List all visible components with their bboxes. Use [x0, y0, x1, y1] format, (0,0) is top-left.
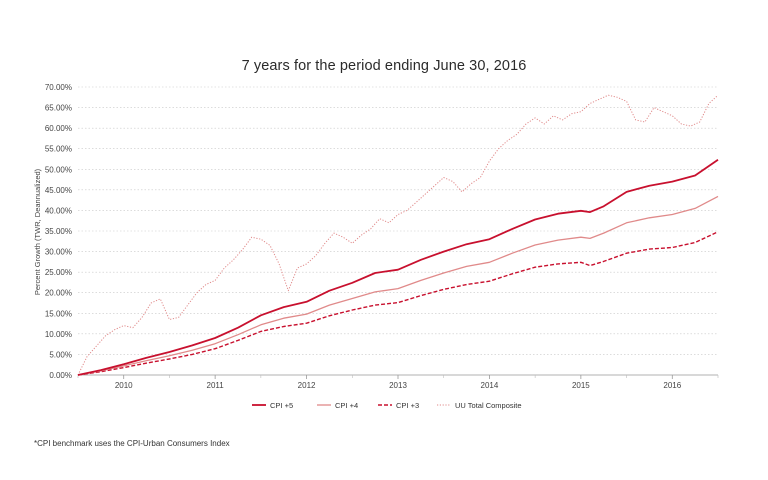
- x-tick-label: 2016: [663, 381, 681, 390]
- series-line-uu-total-composite: [77, 94, 719, 376]
- y-tick-label: 30.00%: [45, 248, 72, 257]
- y-tick-label: 35.00%: [45, 227, 72, 236]
- series-line-cpi-5: [77, 159, 719, 376]
- footnote: *CPI benchmark uses the CPI-Urban Consum…: [34, 439, 230, 448]
- y-axis-label: Percent Growth (TWR, Deannualized): [33, 168, 42, 295]
- y-tick-label: 5.00%: [49, 350, 72, 359]
- x-axis-ticks: 2010 2011 2012 2013 2014 2015 2016: [77, 375, 719, 390]
- series-line-cpi-3: [77, 231, 719, 376]
- y-tick-label: 20.00%: [45, 289, 72, 298]
- y-tick-label: 10.00%: [45, 330, 72, 339]
- y-tick-label: 55.00%: [45, 145, 72, 154]
- legend-label: CPI +3: [396, 401, 419, 410]
- legend-label: CPI +4: [335, 401, 358, 410]
- x-tick-label: 2013: [389, 381, 407, 390]
- y-tick-label: 50.00%: [45, 165, 72, 174]
- x-tick-label: 2010: [115, 381, 133, 390]
- legend-label: CPI +5: [270, 401, 293, 410]
- x-tick-label: 2014: [481, 381, 499, 390]
- y-tick-label: 40.00%: [45, 206, 72, 215]
- x-tick-label: 2015: [572, 381, 590, 390]
- y-tick-label: 45.00%: [45, 186, 72, 195]
- gridlines: [78, 86, 718, 376]
- y-tick-label: 25.00%: [45, 268, 72, 277]
- legend: CPI +5 CPI +4 CPI +3 UU Total Composite: [252, 401, 522, 410]
- legend-label: UU Total Composite: [455, 401, 522, 410]
- y-tick-label: 65.00%: [45, 104, 72, 113]
- x-tick-label: 2012: [298, 381, 316, 390]
- chart-title: 7 years for the period ending June 30, 2…: [241, 58, 527, 74]
- x-tick-label: 2011: [207, 381, 225, 390]
- series-line-cpi-4: [77, 195, 719, 376]
- y-axis-ticks: 0.00% 5.00% 10.00% 15.00% 20.00% 25.00% 30.00%…: [45, 83, 72, 380]
- y-tick-label: 70.00%: [45, 83, 72, 92]
- y-tick-label: 60.00%: [45, 124, 72, 133]
- line-chart: 0.00% 5.00% 10.00% 15.00% 20.00% 25.00% 30.00%…: [33, 83, 719, 410]
- series-lines: [77, 94, 719, 376]
- y-tick-label: 0.00%: [49, 371, 72, 380]
- y-tick-label: 15.00%: [45, 309, 72, 318]
